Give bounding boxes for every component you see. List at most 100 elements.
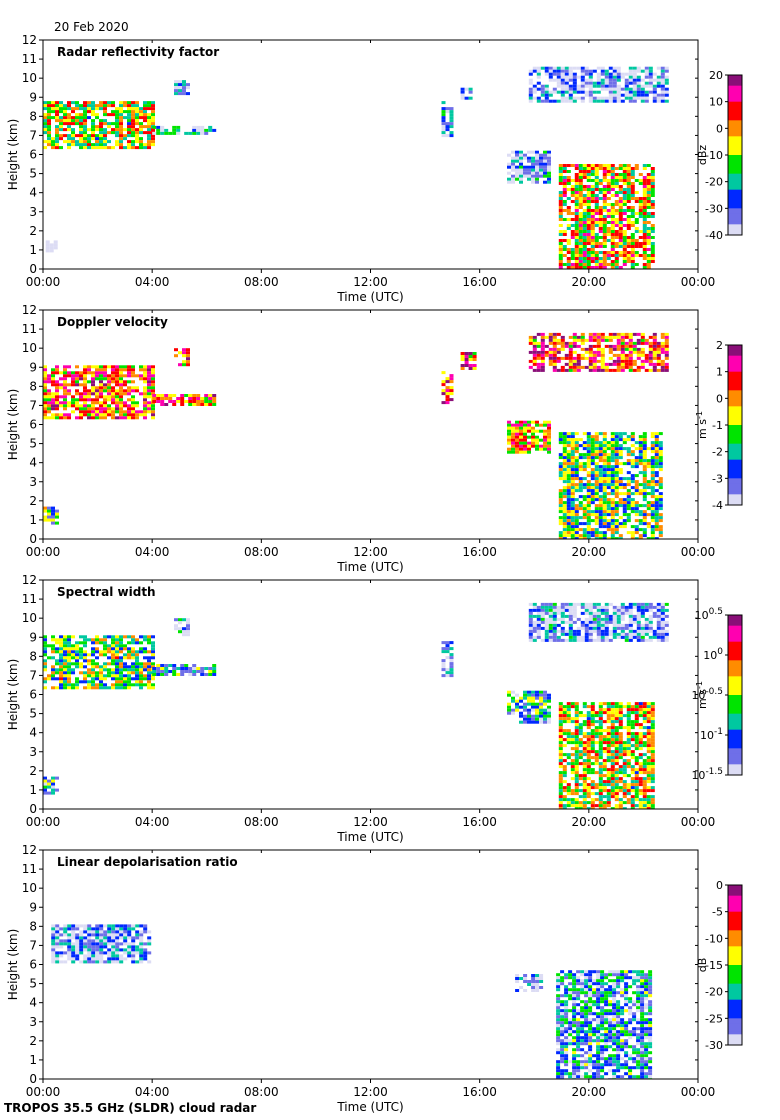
colorbar-band [728,695,742,699]
colorbar-band [728,711,742,715]
colorbar-band [728,117,742,121]
colorbar-band [728,914,742,918]
colorbar-band [728,676,742,680]
colorbar-band [728,123,742,127]
y-tick-label: 4 [29,186,37,200]
colorbar-band [728,475,742,479]
cloud-feature-0 [43,635,155,690]
colorbar-tick-label: -25 [705,1012,723,1025]
colorbar-band [728,906,742,910]
colorbar-band [728,673,742,677]
colorbar-band [728,195,742,199]
colorbar-band [728,200,742,204]
cloud-feature-0 [51,924,152,964]
panel-title: Doppler velocity [57,315,168,329]
colorbar-band [728,965,742,969]
colorbar-unit: m s-1 [695,411,709,439]
colorbar-band [728,700,742,704]
y-tick-label: 12 [22,303,37,317]
x-tick-label: 00:00 [681,815,716,829]
colorbar-band [728,192,742,196]
colorbar-band [728,679,742,683]
cloud-feature-8 [528,66,669,103]
colorbar-band [728,719,742,723]
colorbar-band [728,489,742,493]
cloud-feature-5 [507,690,551,724]
cloud-feature-7 [528,602,669,642]
colorbar-unit: dBz [696,145,709,166]
colorbar-tick-label: -40 [705,229,723,242]
x-tick-label: 08:00 [244,275,279,289]
colorbar-band [728,409,742,413]
colorbar: 100.5 100 10-0.5 10-1 10-1.5 m s-1 [691,607,743,782]
colorbar-band [728,395,742,399]
colorbar-band [728,967,742,971]
x-tick-label: 20:00 [572,545,607,559]
x-tick-label: 12:00 [353,815,388,829]
y-tick-label: 8 [29,109,37,123]
colorbar-band [728,1037,742,1041]
x-tick-label: 16:00 [462,1085,497,1099]
colorbar: 20 10 0 -10 -20 -30 -40 dBz [696,69,743,242]
colorbar-band [728,377,742,381]
colorbar-band [728,385,742,389]
cloud-feature-6 [558,702,655,809]
colorbar-band [728,139,742,143]
colorbar-band [728,772,742,776]
colorbar-tick-label: -30 [705,202,723,215]
y-tick-label: 7 [29,128,37,142]
colorbar-tick-label: -30 [705,1039,723,1052]
x-tick-label: 20:00 [572,275,607,289]
colorbar: 0 -5 -10 -15 -20 -25 -30 dB [696,879,743,1052]
x-tick-label: 16:00 [462,815,497,829]
colorbar-band [728,369,742,373]
y-tick-label: 9 [29,360,37,374]
colorbar-band [728,406,742,410]
panel-title: Radar reflectivity factor [57,45,219,59]
cloud-feature-1 [152,664,217,676]
colorbar-band [728,644,742,648]
x-tick-label: 04:00 [135,275,170,289]
colorbar-tick-label: 0 [716,392,723,405]
colorbar-band [728,414,742,418]
colorbar-band [728,938,742,942]
cloud-feature-1 [515,974,544,992]
colorbar-band [728,136,742,140]
colorbar-band [728,184,742,188]
colorbar-band [728,189,742,193]
colorbar-band [728,652,742,656]
y-tick-label: 1 [29,513,37,527]
colorbar-band [728,417,742,421]
colorbar-band [728,163,742,167]
colorbar-band [728,128,742,132]
colorbar-tick-label: 2 [716,339,723,352]
cloud-data [43,602,669,809]
colorbar-band [728,213,742,217]
colorbar-band [728,125,742,129]
colorbar-band [728,1018,742,1022]
colorbar-band [728,663,742,667]
y-tick-label: 7 [29,938,37,952]
colorbar-band [728,425,742,429]
colorbar-band [728,729,742,733]
colorbar-band [728,1031,742,1035]
colorbar-band [728,88,742,92]
colorbar-band [728,628,742,632]
colorbar-tick-label: 10-1 [700,727,723,742]
colorbar-band [728,149,742,153]
cloud-feature-2 [556,970,653,1079]
colorbar-band [728,745,742,749]
colorbar-band [728,740,742,744]
colorbar-band [728,419,742,423]
colorbar-band [728,144,742,148]
y-tick-label: 0 [29,1072,37,1086]
colorbar-band [728,949,742,953]
colorbar-band [728,1026,742,1030]
y-tick-label: 1 [29,1053,37,1067]
x-tick-label: 16:00 [462,545,497,559]
colorbar-band [728,101,742,105]
colorbar-band [728,615,742,619]
colorbar-band [728,732,742,736]
colorbar-band [728,959,742,963]
y-tick-label: 12 [22,843,37,857]
